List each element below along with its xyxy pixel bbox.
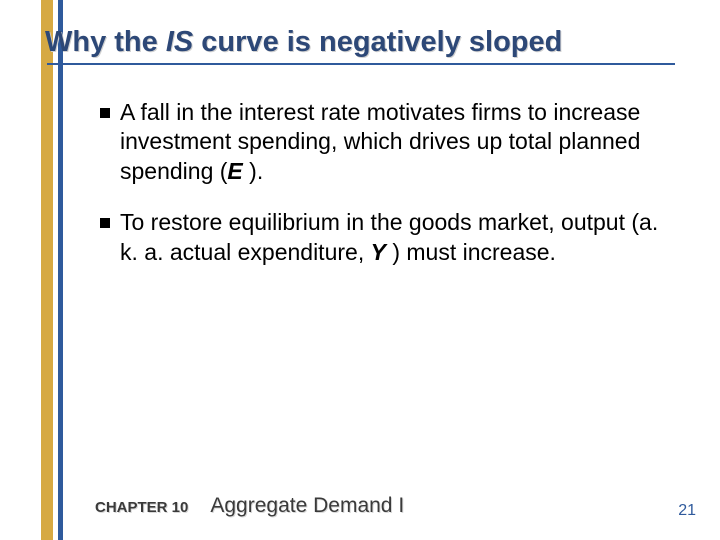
bullet-marker-icon: [100, 218, 110, 228]
title-post: curve is negatively sloped: [193, 26, 562, 58]
title-underline: [47, 63, 675, 65]
page-number: 21: [678, 502, 696, 520]
chapter-title: Aggregate Demand I: [210, 494, 404, 518]
chapter-label: CHAPTER 10: [95, 499, 188, 516]
slide-footer: CHAPTER 10 Aggregate Demand I: [95, 494, 404, 518]
bullet-text: A fall in the interest rate motivates fi…: [120, 98, 678, 186]
title-pre: Why the: [45, 26, 166, 58]
title-italic: IS: [166, 26, 193, 58]
bullet-text: To restore equilibrium in the goods mark…: [120, 208, 678, 267]
bullet-list: A fall in the interest rate motivates fi…: [100, 98, 678, 289]
bullet-marker-icon: [100, 108, 110, 118]
decorative-stripe-gold: [41, 0, 53, 540]
bullet-item: A fall in the interest rate motivates fi…: [100, 98, 678, 186]
bullet-item: To restore equilibrium in the goods mark…: [100, 208, 678, 267]
decorative-stripe-blue: [58, 0, 63, 540]
slide-title: Why the IS curve is negatively sloped: [45, 24, 700, 60]
